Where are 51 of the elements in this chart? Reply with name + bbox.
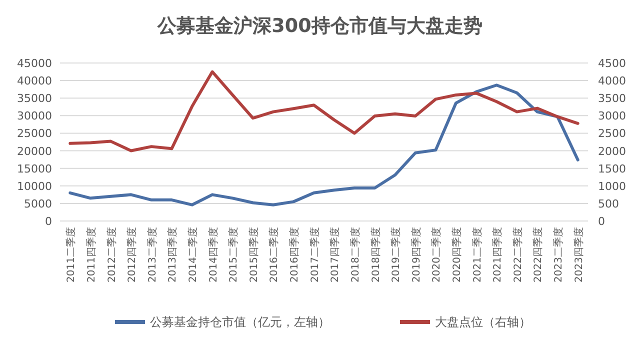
x-tick-label: 2018四季度 — [370, 227, 382, 282]
y-tick-label: 30000 — [17, 110, 52, 123]
x-tick-label: 2017二季度 — [308, 227, 321, 282]
y2-tick-label: 1500 — [598, 162, 626, 176]
y2-tick-label: 2000 — [598, 144, 626, 158]
y2-tick-label: 1000 — [598, 180, 626, 193]
x-tick-label: 2012二季度 — [106, 227, 118, 282]
legend-label: 大盘点位（右轴） — [435, 315, 531, 329]
y-tick-label: 45000 — [17, 57, 52, 70]
x-tick-label: 2014二季度 — [187, 227, 199, 282]
x-tick-label: 2020四季度 — [451, 227, 463, 282]
line-series — [68, 70, 580, 152]
x-tick-label: 2015二季度 — [228, 227, 240, 282]
x-tick-label: 2017四季度 — [329, 227, 342, 282]
x-tick-label: 2013四季度 — [166, 227, 179, 282]
y2-tick-label: 3000 — [598, 110, 626, 123]
x-tick-label: 2016二季度 — [268, 227, 280, 282]
x-tick-label: 2015四季度 — [248, 227, 260, 282]
x-tick-label: 2023四季度 — [572, 227, 585, 282]
x-tick-label: 2022二季度 — [512, 227, 524, 282]
y-tick-label: 5000 — [24, 197, 52, 210]
line-series — [68, 84, 580, 206]
y2-tick-label: 2500 — [598, 127, 626, 140]
x-tick-label: 2011二季度 — [65, 227, 78, 282]
y2-tick-label: 500 — [598, 197, 619, 210]
y2-tick-label: 3500 — [598, 92, 626, 106]
x-tick-label: 2019四季度 — [410, 227, 422, 282]
x-tick-label: 2013二季度 — [146, 227, 158, 282]
x-tick-label: 2018二季度 — [349, 227, 362, 282]
y-tick-label: 20000 — [17, 144, 52, 158]
x-tick-label: 2020二季度 — [430, 227, 443, 282]
x-tick-label: 2021四季度 — [492, 227, 504, 282]
x-tick-label: 2011四季度 — [85, 227, 98, 282]
x-tick-label: 2016四季度 — [288, 227, 301, 282]
y-tick-label: 10000 — [17, 180, 52, 193]
y-tick-label: 0 — [45, 215, 52, 228]
y-tick-label: 15000 — [17, 162, 52, 176]
y-tick-label: 25000 — [17, 127, 52, 140]
y2-tick-label: 4000 — [598, 74, 626, 88]
y-tick-label: 40000 — [17, 74, 52, 88]
chart-title: 公募基金沪深300持仓市值与大盘走势 — [156, 15, 482, 37]
x-tick-label: 2021二季度 — [471, 227, 484, 282]
x-tick-label: 2019二季度 — [390, 227, 402, 282]
x-tick-label: 2014四季度 — [207, 227, 220, 282]
y2-tick-label: 4500 — [598, 57, 626, 70]
x-tick-label: 2022四季度 — [532, 227, 544, 282]
legend-label: 公募基金持仓市值（亿元，左轴） — [150, 315, 330, 329]
y2-tick-label: 0 — [598, 215, 605, 228]
x-tick-label: 2012四季度 — [126, 227, 138, 282]
x-tick-label: 2023二季度 — [552, 227, 565, 282]
y-tick-label: 35000 — [17, 92, 52, 106]
